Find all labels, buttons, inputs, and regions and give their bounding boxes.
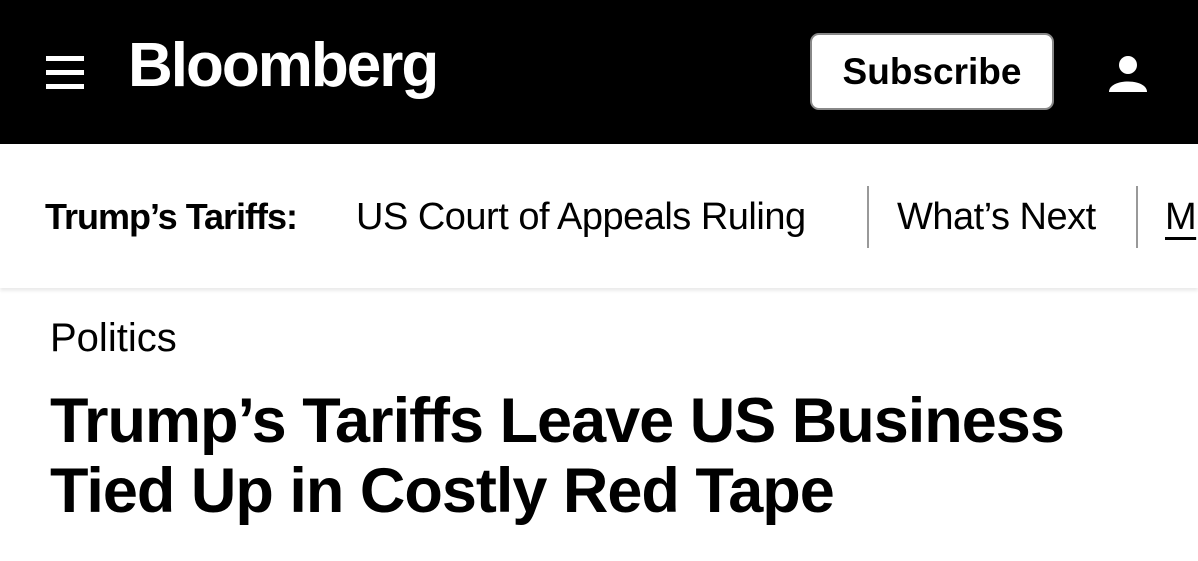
hamburger-menu-icon[interactable] (46, 56, 84, 90)
topic-nav-bar (0, 144, 1198, 288)
topic-nav-item-appeals-ruling[interactable]: US Court of Appeals Ruling (356, 196, 806, 238)
bloomberg-logo[interactable]: Bloomberg (128, 31, 439, 100)
site-header: Bloomberg Subscribe (0, 0, 1198, 144)
nav-divider (867, 186, 869, 248)
subscribe-button[interactable]: Subscribe (810, 33, 1054, 110)
article-headline: Trump’s Tariffs Leave US Business Tied U… (50, 386, 1065, 526)
headline-line: Tied Up in Costly Red Tape (50, 456, 835, 526)
user-icon[interactable] (1108, 54, 1148, 94)
topic-nav-label: Trump’s Tariffs: (45, 196, 298, 237)
headline-line: Trump’s Tariffs Leave US Business (50, 386, 1065, 456)
topic-nav-item-more[interactable]: M (1165, 196, 1197, 238)
topic-nav-item-whats-next[interactable]: What’s Next (897, 196, 1096, 238)
section-label[interactable]: Politics (50, 316, 177, 360)
nav-divider (1136, 186, 1138, 248)
